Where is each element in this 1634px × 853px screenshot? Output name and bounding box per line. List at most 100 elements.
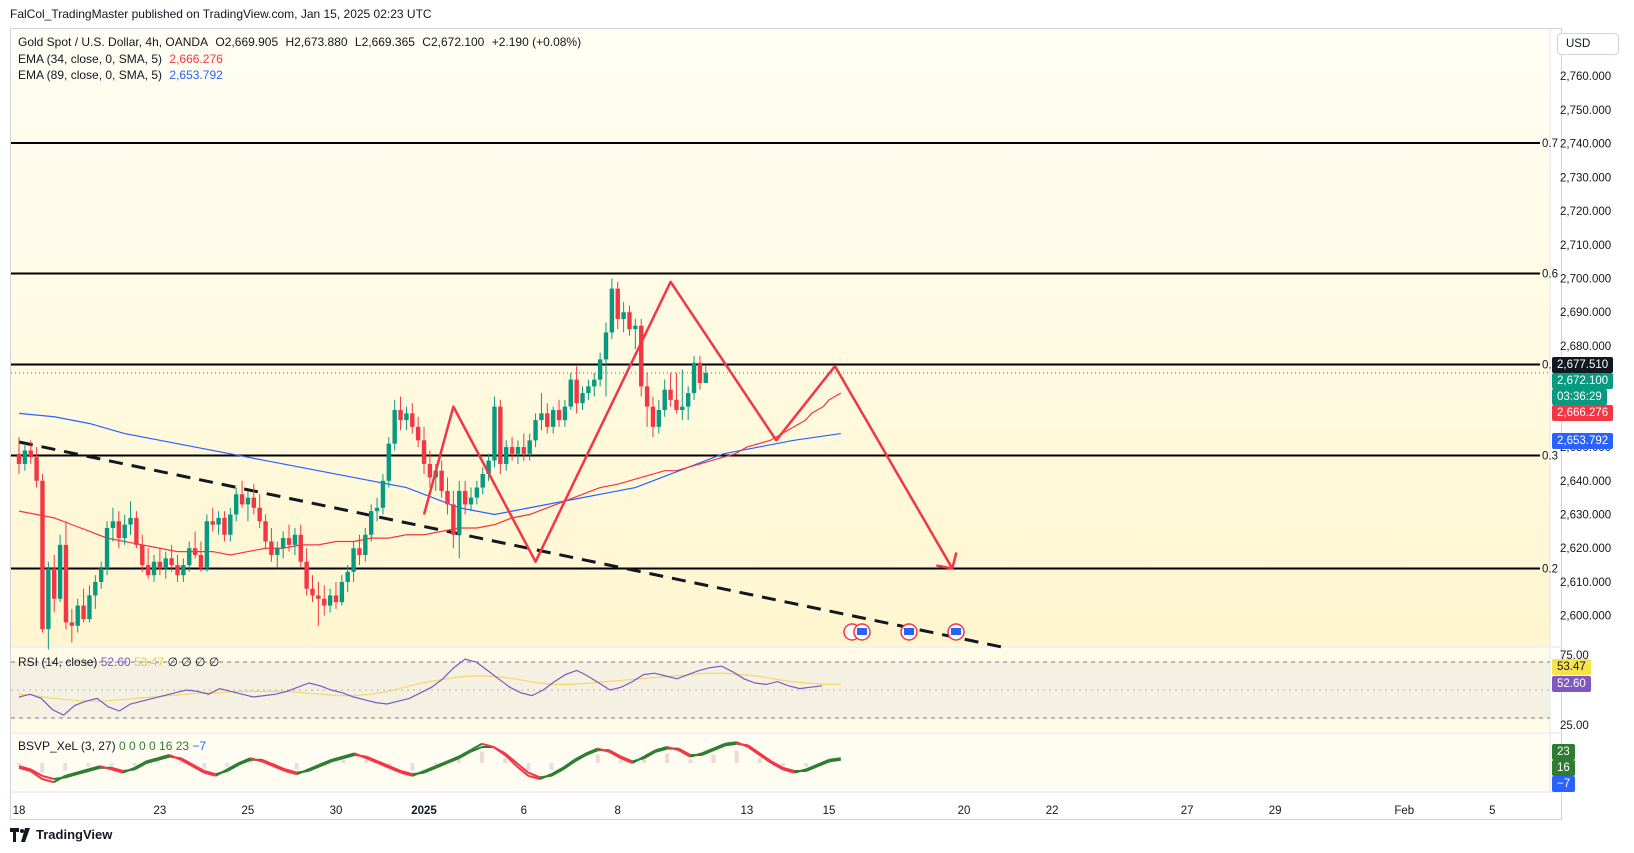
bsvp-hist-bar: [179, 761, 184, 763]
bsvp-main-line: [550, 766, 564, 776]
bsvp-hist-bar: [248, 760, 253, 763]
candle-body: [339, 581, 345, 603]
candle: [52, 554, 57, 613]
bsvp-main-line: [41, 778, 54, 784]
ema34-badge: 2,666.276: [1552, 405, 1614, 421]
bsvp-hist-bar: [294, 763, 299, 770]
bsvp-signal-line: [504, 752, 518, 764]
candle: [633, 318, 638, 350]
ema89-badge: 2,653.792: [1552, 433, 1614, 449]
ema34-label[interactable]: EMA (34, close, 0, SMA, 5): [18, 51, 163, 66]
candle-body: [322, 598, 327, 606]
candle: [204, 514, 210, 572]
candle-body: [333, 595, 339, 603]
candle: [145, 548, 151, 579]
candle: [351, 541, 356, 582]
candle: [34, 447, 39, 488]
bsvp-signal-line: [41, 774, 54, 780]
candle: [327, 588, 333, 613]
candle: [116, 511, 121, 549]
price-tick-label: 2,630.000: [1560, 510, 1611, 522]
candle: [492, 396, 497, 468]
candle: [374, 497, 380, 522]
symbol-name[interactable]: Gold Spot / U.S. Dollar, 4h, OANDA: [18, 35, 209, 49]
candle-body: [87, 595, 92, 620]
candle-body: [128, 517, 133, 525]
bsvp-main-line: [261, 760, 275, 768]
bsvp-main-line: [122, 766, 136, 774]
candle-body: [93, 581, 98, 596]
bsvp-main-line: [666, 746, 680, 752]
candle-body: [222, 517, 227, 535]
price-tick-label: 2,620.000: [1560, 543, 1611, 555]
bsvp-hist-bar: [202, 763, 207, 769]
candle-body: [363, 534, 368, 555]
candle: [104, 521, 110, 576]
bsvp-main-line: [226, 762, 240, 771]
time-tick-label: 23: [153, 805, 166, 817]
candle: [81, 588, 86, 623]
bsvp-signal-line: [65, 773, 78, 779]
rsi-tick-label: 25.00: [1560, 720, 1589, 732]
candle-body: [445, 490, 450, 505]
price-tick-label: 2,690.000: [1560, 307, 1611, 319]
time-axis[interactable]: 18 23 25 30 2025 6 8 13 15 20 22 27 29 Feb 5: [13, 805, 1496, 817]
candle: [468, 487, 474, 512]
time-tick-label: Feb: [1394, 805, 1414, 817]
candle: [175, 554, 180, 582]
candle: [562, 399, 568, 427]
price-tick-label: 2,640.000: [1560, 476, 1611, 488]
candle: [457, 480, 462, 559]
time-tick-label: 25: [242, 805, 255, 817]
bsvp-value-3: −7: [192, 739, 207, 753]
bsvp-main-line: [747, 746, 761, 756]
bsvp-hist-bar: [40, 763, 45, 773]
candle-body: [386, 443, 392, 481]
ema89-label[interactable]: EMA (89, close, 0, SMA, 5): [18, 68, 163, 82]
candle: [427, 450, 433, 488]
candle: [439, 460, 444, 498]
economic-events[interactable]: [843, 623, 965, 641]
candle: [110, 507, 116, 542]
bsvp-main-line: [620, 757, 633, 764]
candle: [574, 366, 579, 414]
chart-frame[interactable]: [10, 28, 1562, 820]
bsvp-main-line: [18, 766, 31, 772]
candle: [486, 453, 491, 481]
currency-button[interactable]: USD: [1557, 33, 1619, 55]
bsvp-value-2: 23: [175, 739, 190, 753]
bsvp-main-line: [111, 768, 124, 774]
bsvp-signal-line: [18, 765, 31, 771]
candle-body: [280, 538, 286, 549]
bsvp-main-line: [817, 758, 830, 766]
bsvp-hist-bar: [109, 763, 114, 767]
bsvp-hist-bar: [63, 763, 68, 771]
bsvp-hist-bar: [410, 763, 415, 771]
rsi-value: 52.60: [100, 655, 131, 669]
bsvp-main-line: [169, 754, 182, 761]
bsvp-main-line: [713, 742, 726, 750]
candle: [627, 305, 632, 336]
bsvp-main-line: [562, 758, 576, 769]
bsvp-main-line: [435, 760, 448, 768]
price-axis[interactable]: 2,770.0002,760.0002,750.0002,740.0002,73…: [1560, 37, 1611, 622]
candle-body: [615, 288, 620, 319]
bsvp-label[interactable]: BSVP_XeL (3, 27): [18, 739, 116, 753]
candle: [498, 399, 503, 475]
rsi-label[interactable]: RSI (14, close): [18, 655, 98, 669]
candle: [28, 440, 33, 464]
candle-body: [539, 413, 544, 421]
candle: [16, 436, 22, 475]
candle: [644, 372, 650, 427]
time-tick-label: 13: [740, 805, 753, 817]
bsvp-signal-line: [574, 754, 587, 763]
candle: [304, 548, 309, 596]
candle: [228, 507, 233, 542]
bsvp-main-line: [365, 757, 379, 764]
candle: [615, 281, 620, 330]
candle: [46, 561, 51, 650]
candle: [404, 406, 409, 431]
bsvp-main-line: [585, 747, 599, 755]
candle-body: [603, 332, 609, 360]
